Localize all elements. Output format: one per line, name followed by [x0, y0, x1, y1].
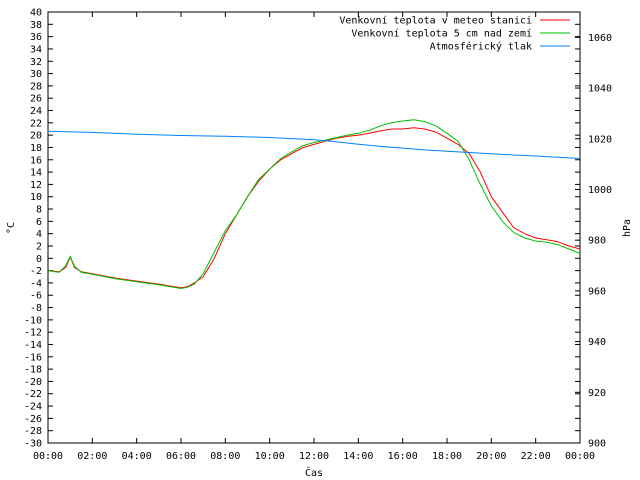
y-tick-label: 34	[30, 44, 42, 55]
y2-tick-label: 900	[588, 439, 606, 450]
y-tick-label: 12	[30, 180, 42, 191]
y-tick-label: 4	[36, 229, 42, 240]
x-tick-label: 00:00	[33, 451, 63, 462]
y2-tick-label: 1060	[588, 33, 612, 44]
plot-frame	[47, 11, 581, 444]
y-tick-label: 40	[30, 8, 42, 19]
x-tick-label: 02:00	[77, 451, 107, 462]
series-line-1	[47, 119, 581, 290]
y-tick-label: 20	[30, 131, 42, 142]
y-tick-label: -26	[24, 414, 42, 425]
y-tick-label: 6	[36, 217, 42, 228]
y-tick-label: -12	[24, 328, 42, 339]
x-tick-label: 20:00	[476, 451, 506, 462]
y-tick-label: -18	[24, 365, 42, 376]
series-line-0	[47, 127, 581, 289]
y2-tick-label: 920	[588, 388, 606, 399]
y2-axis-label: hPa	[622, 219, 633, 237]
y-tick-label: 2	[36, 241, 42, 252]
x-tick-label: 10:00	[255, 451, 285, 462]
y-axis-label: °C	[6, 222, 17, 234]
y-tick-label: 22	[30, 118, 42, 129]
y-tick-label: 18	[30, 143, 42, 154]
y-tick-label: 32	[30, 57, 42, 68]
y-tick-label: 30	[30, 69, 42, 80]
y2-tick-label: 1020	[588, 134, 612, 145]
y-tick-label: -30	[24, 439, 42, 450]
y2-tick-label: 940	[588, 337, 606, 348]
y-tick-label: 38	[30, 20, 42, 31]
y-tick-label: 8	[36, 205, 42, 216]
series-layer	[47, 119, 581, 290]
x-tick-label: 18:00	[432, 451, 462, 462]
legend-label-0: Venkovní teplota v meteo stanici	[339, 15, 532, 27]
x-tick-label: 04:00	[122, 451, 152, 462]
y-tick-label: -6	[30, 291, 42, 302]
x-axis-label: Čas	[305, 466, 323, 479]
y-tick-label: 14	[30, 168, 42, 179]
y-tick-label: -4	[30, 278, 42, 289]
legend-label-2: Atmosférický tlak	[430, 41, 532, 53]
y-tick-label: -16	[24, 352, 42, 363]
y-tick-label: 26	[30, 94, 42, 105]
y-tick-label: 10	[30, 192, 42, 203]
y-tick-label: 36	[30, 32, 42, 43]
x-tick-label: 08:00	[210, 451, 240, 462]
series-line-2	[47, 130, 581, 159]
y-tick-label: 16	[30, 155, 42, 166]
y-tick-label: 0	[36, 254, 42, 265]
y2-tick-label: 1000	[588, 185, 612, 196]
x-tick-label: 06:00	[166, 451, 196, 462]
y2-tick-label: 960	[588, 286, 606, 297]
x-tick-label: 16:00	[388, 451, 418, 462]
legend: Venkovní teplota v meteo staniciVenkovní…	[339, 15, 570, 53]
x-axis-ticks: 00:00 02:00 04:00 06:00 08:00 10:00 12:00 14:00…	[33, 12, 595, 462]
y-tick-label: -22	[24, 389, 42, 400]
y-tick-label: -24	[24, 402, 42, 413]
y-tick-label: 28	[30, 81, 42, 92]
y-tick-label: -20	[24, 377, 42, 388]
x-tick-label: 22:00	[521, 451, 551, 462]
y2-axis-ticks: 900 920 940 960 980 1000 1020 1040 1060	[575, 33, 612, 450]
y-tick-label: -8	[30, 303, 42, 314]
y-tick-label: 24	[30, 106, 42, 117]
y-axis-ticks: -30-28-26-24-22-20-18-16-14-12-10-8-6-4-…	[24, 8, 580, 450]
y2-tick-label: 980	[588, 236, 606, 247]
legend-label-1: Venkovní teplota 5 cm nad zemí	[351, 28, 532, 40]
y-tick-label: -10	[24, 315, 42, 326]
x-tick-label: 14:00	[343, 451, 373, 462]
y2-tick-label: 1040	[588, 84, 612, 95]
x-tick-label: 12:00	[299, 451, 329, 462]
x-tick-label: 00:00	[565, 451, 595, 462]
y-tick-label: -14	[24, 340, 42, 351]
y-tick-label: -28	[24, 426, 42, 437]
y-tick-label: -2	[30, 266, 42, 277]
